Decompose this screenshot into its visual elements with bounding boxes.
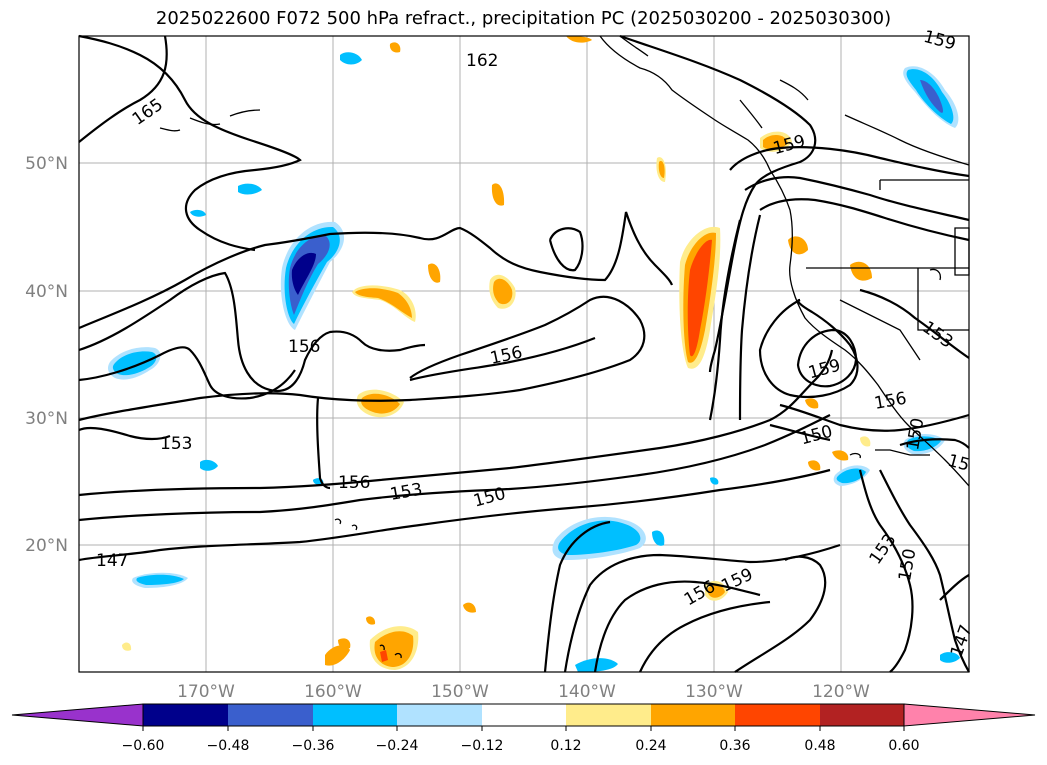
colorbar-frame: [142, 703, 905, 727]
colorbar-bin-6: [566, 704, 651, 726]
contour-label-153-a: 153: [160, 434, 192, 454]
contour-label-162: 162: [466, 51, 498, 71]
colorbar-bin-8: [735, 704, 820, 726]
colorbar-tick-m036: −0.36: [292, 738, 335, 754]
precip-positive-shading: [122, 36, 872, 670]
colorbar-tick-m012: −0.12: [461, 738, 504, 754]
colorbar-tick-m060: −0.60: [122, 738, 165, 754]
colorbar-extend-right: [903, 703, 1036, 727]
colorbar-bin-1: [143, 704, 228, 726]
contour-label-156-a: 156: [288, 337, 320, 357]
colorbar-tick-p060: 0.60: [888, 738, 919, 754]
colorbar-tick-p036: 0.36: [719, 738, 750, 754]
lat-label-30n: 30°N: [25, 409, 68, 429]
lat-label-20n: 20°N: [25, 536, 68, 556]
colorbar-tick-p048: 0.48: [804, 738, 835, 754]
colorbar-bin-5: [482, 704, 566, 726]
lat-label-50n: 50°N: [25, 154, 68, 174]
contour-lines: [78, 34, 970, 673]
colorbar-extend-left: [11, 703, 144, 727]
lon-label-170w: 170°W: [177, 682, 235, 702]
colorbar-tick-p024: 0.24: [635, 738, 666, 754]
lon-label-150w: 150°W: [431, 682, 489, 702]
contour-label-156-c: 156: [338, 473, 370, 493]
colorbar-tick-m024: −0.24: [376, 738, 419, 754]
colorbar: −0.60 −0.48 −0.36 −0.24 −0.12 0.12 0.24 …: [11, 703, 1036, 754]
contour-label-147-a: 147: [96, 551, 128, 571]
colorbar-tick-p012: 0.12: [550, 738, 581, 754]
colorbar-bin-9: [820, 704, 904, 726]
map-title: 2025022600 F072 500 hPa refract., precip…: [155, 8, 892, 29]
precip-negative-shading: [107, 52, 960, 672]
map-border: [78, 35, 970, 673]
map-background: [79, 36, 969, 672]
lat-label-40n: 40°N: [25, 282, 68, 302]
colorbar-bin-3: [313, 704, 397, 726]
colorbar-bin-2: [228, 704, 313, 726]
latitude-labels: 50°N 40°N 30°N 20°N: [25, 154, 68, 556]
lon-label-160w: 160°W: [304, 682, 362, 702]
lon-label-120w: 120°W: [812, 682, 870, 702]
longitude-labels: 170°W 160°W 150°W 140°W 130°W 120°W: [177, 682, 870, 702]
colorbar-bin-4: [397, 704, 482, 726]
lon-label-140w: 140°W: [558, 682, 616, 702]
lon-label-130w: 130°W: [685, 682, 743, 702]
colorbar-tick-m048: −0.48: [207, 738, 250, 754]
colorbar-bin-7: [651, 704, 735, 726]
